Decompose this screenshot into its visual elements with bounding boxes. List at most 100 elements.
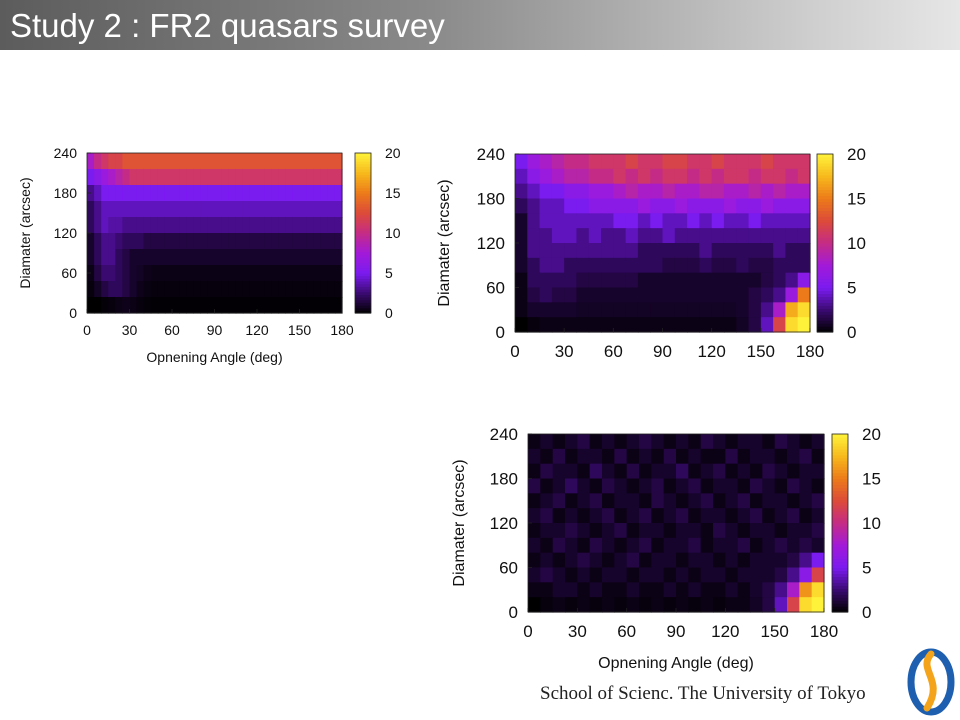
colorbar-tick-label: 5: [847, 278, 856, 297]
heatmap-cell: [750, 567, 763, 583]
colorbar-segment: [832, 573, 848, 577]
heatmap-cell: [625, 317, 639, 333]
heatmap-cell: [334, 169, 343, 186]
heatmap-cell: [327, 169, 336, 186]
heatmap-cell: [687, 228, 700, 244]
colorbar-segment: [832, 609, 848, 613]
heatmap-cell: [602, 523, 615, 539]
heatmap-cell: [271, 297, 279, 314]
heatmap-cell: [614, 508, 628, 524]
heatmap-cell: [774, 567, 788, 583]
heatmap-cell: [588, 302, 602, 318]
heatmap-cell: [228, 233, 237, 250]
heatmap-cell: [688, 463, 702, 480]
heatmap-cell: [551, 272, 565, 289]
colorbar-segment: [832, 451, 848, 456]
heatmap-cell: [687, 287, 700, 303]
heatmap-cell: [674, 317, 688, 333]
heatmap-cell: [613, 213, 627, 229]
heatmap-cell: [249, 281, 258, 298]
heatmap-cell: [235, 217, 244, 234]
colorbar-segment: [355, 211, 371, 215]
colorbar-segment: [832, 469, 848, 474]
colorbar-segment: [832, 567, 848, 572]
colorbar-segment: [817, 317, 833, 321]
heatmap-cell: [122, 297, 131, 314]
heatmap-cell: [172, 169, 180, 186]
heatmap-cell: [674, 243, 688, 259]
heatmap-cell: [650, 302, 664, 318]
heatmap-cell: [725, 523, 739, 539]
heatmap-cell: [193, 265, 201, 282]
heatmap-cell: [711, 168, 725, 185]
heatmap-cell: [249, 217, 258, 234]
heatmap-cell: [576, 272, 590, 289]
heatmap-cell: [136, 201, 145, 218]
heatmap-cell: [577, 448, 591, 465]
heatmap-cell: [750, 582, 763, 598]
heatmap-cell: [773, 243, 787, 259]
x-tick-label: 180: [796, 342, 824, 361]
heatmap-cell: [725, 508, 739, 524]
heatmap-cell: [565, 434, 578, 450]
heatmap-cell: [737, 448, 751, 465]
heatmap-cell: [762, 463, 776, 480]
heatmap-cell: [676, 537, 689, 554]
heatmap-cell: [94, 185, 102, 202]
heatmap-cell: [551, 198, 565, 214]
heatmap-cell: [164, 217, 173, 234]
colorbar-segment: [355, 257, 371, 261]
heatmap-cell: [614, 567, 628, 583]
heatmap-cell: [676, 448, 689, 465]
heatmap-cell: [193, 169, 201, 186]
heatmap-cell: [527, 183, 541, 200]
heatmap-cell: [257, 249, 265, 266]
heatmap-cell: [94, 217, 102, 234]
heatmap-cell: [785, 317, 799, 333]
x-tick-label: 60: [617, 622, 636, 641]
heatmap-cell: [760, 183, 774, 200]
heatmap-cell: [601, 287, 614, 303]
heatmap-cell: [811, 448, 825, 465]
heatmap-cell: [172, 265, 180, 282]
heatmap-cell: [589, 463, 603, 480]
colorbar-segment: [355, 169, 371, 173]
colorbar-segment: [832, 454, 848, 459]
heatmap-cell: [774, 508, 788, 524]
heatmap-cell: [299, 233, 308, 250]
title-bar: Study 2 : FR2 quasars survey: [0, 0, 960, 50]
x-tick-label: 150: [288, 322, 312, 338]
heatmap-cell: [663, 567, 677, 583]
heatmap-cell: [228, 297, 237, 314]
colorbar-segment: [355, 294, 371, 298]
y-tick-label: 180: [477, 189, 505, 208]
heatmap-cell: [637, 168, 651, 185]
heatmap-cell: [515, 317, 528, 333]
heatmap-cell: [179, 265, 187, 282]
heatmap-cell: [136, 249, 145, 266]
heatmap-cell: [723, 257, 737, 274]
heatmap-cell: [601, 183, 614, 200]
colorbar-segment: [355, 219, 371, 223]
heatmap-cell: [737, 537, 751, 554]
colorbar-segment: [817, 237, 833, 241]
heatmap-cell: [687, 272, 700, 289]
colorbar-segment: [355, 193, 371, 197]
colorbar-segment: [355, 230, 371, 234]
heatmap-cell: [285, 185, 294, 202]
heatmap-cell: [736, 154, 750, 170]
heatmap-cell: [515, 302, 528, 318]
x-tick-label: 0: [83, 322, 91, 338]
heatmap-cell: [143, 217, 152, 234]
heatmap-cell: [278, 297, 286, 314]
heatmap-cell: [257, 201, 265, 218]
heatmap-cell: [242, 153, 251, 170]
heatmap-cell: [762, 478, 776, 494]
heatmap-cell: [94, 233, 102, 250]
colorbar-segment: [832, 537, 848, 542]
colorbar-segment: [817, 192, 833, 197]
heatmap-cell: [164, 201, 173, 218]
heatmap-cell: [589, 537, 603, 554]
heatmap-cell: [320, 233, 329, 250]
heatmap-cell: [101, 297, 109, 314]
